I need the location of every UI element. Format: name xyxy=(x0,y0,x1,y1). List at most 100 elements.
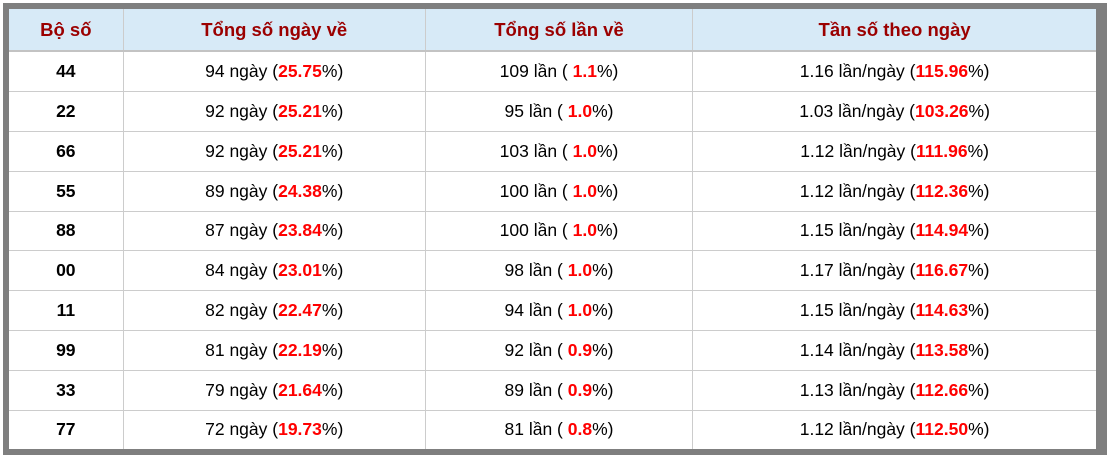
days-text: 92 ngày ( xyxy=(205,101,279,122)
times-percent: 0.9 xyxy=(567,379,593,400)
lottery-stats-table: Bộ số Tổng số ngày về Tổng số lần về Tần… xyxy=(9,9,1096,449)
table-row: 88 87 ngày (23.84%) 100 lần ( 1.0%) 1.15… xyxy=(9,211,1096,252)
days-percent: 23.01 xyxy=(278,260,322,281)
times-text: 100 lần ( xyxy=(499,220,573,241)
table-row: 55 89 ngày (24.38%) 100 lần ( 1.0%) 1.12… xyxy=(9,171,1096,212)
times-text: 94 lần ( xyxy=(504,300,568,320)
times-percent: 1.0 xyxy=(572,220,597,241)
days-suffix: %) xyxy=(321,339,344,360)
days-percent: 21.64 xyxy=(278,379,322,400)
frequency-percent: 112.50 xyxy=(915,419,969,440)
days-cell: 89 ngày (24.38%) xyxy=(123,171,426,212)
header-row: Bộ số Tổng số ngày về Tổng số lần về Tần… xyxy=(9,9,1096,52)
pair-cell: 55 xyxy=(9,171,124,212)
table-row: 77 72 ngày (19.73%) 81 lần ( 0.8%) 1.12 … xyxy=(9,410,1096,449)
frequency-cell: 1.03 lần/ngày (103.26%) xyxy=(692,91,1096,132)
days-suffix: %) xyxy=(321,419,344,440)
frequency-text: 1.12 lần/ngày ( xyxy=(800,140,916,161)
days-suffix: %) xyxy=(321,379,344,400)
frequency-text: 1.12 lần/ngày ( xyxy=(799,180,916,201)
frequency-suffix: %) xyxy=(968,339,990,360)
frequency-percent: 112.66 xyxy=(915,379,969,400)
frequency-percent: 114.63 xyxy=(915,300,969,320)
frequency-suffix: %) xyxy=(968,180,990,201)
frequency-cell: 1.15 lần/ngày (114.94%) xyxy=(692,211,1096,252)
frequency-text: 1.17 lần/ngày ( xyxy=(799,260,916,281)
frequency-text: 1.14 lần/ngày ( xyxy=(799,339,916,360)
frequency-text: 1.15 lần/ngày ( xyxy=(799,300,916,320)
frequency-suffix: %) xyxy=(967,140,989,161)
times-text: 100 lần ( xyxy=(499,180,573,201)
frequency-suffix: %) xyxy=(968,300,990,320)
days-percent: 25.21 xyxy=(278,140,322,161)
days-percent: 19.73 xyxy=(278,419,322,440)
days-cell: 82 ngày (22.47%) xyxy=(123,290,426,331)
times-text: 98 lần ( xyxy=(504,260,568,281)
times-suffix: %) xyxy=(596,61,619,82)
times-percent: 1.0 xyxy=(567,101,593,122)
times-text: 89 lần ( xyxy=(504,379,568,400)
pair-cell: 44 xyxy=(9,51,124,93)
times-cell: 100 lần ( 1.0%) xyxy=(425,211,694,252)
days-cell: 87 ngày (23.84%) xyxy=(123,211,426,252)
times-suffix: %) xyxy=(592,379,614,400)
times-cell: 92 lần ( 0.9%) xyxy=(425,330,694,371)
pair-cell: 88 xyxy=(9,211,124,252)
table-frame: Bộ số Tổng số ngày về Tổng số lần về Tần… xyxy=(3,3,1107,455)
days-suffix: %) xyxy=(321,101,344,122)
times-percent: 0.9 xyxy=(567,339,593,360)
frequency-suffix: %) xyxy=(968,260,990,281)
frequency-cell: 1.16 lần/ngày (115.96%) xyxy=(692,51,1096,93)
times-text: 109 lần ( xyxy=(499,61,573,82)
frequency-percent: 111.96 xyxy=(915,140,968,161)
days-percent: 22.47 xyxy=(278,300,322,320)
times-suffix: %) xyxy=(592,260,614,281)
times-percent: 1.0 xyxy=(567,260,593,281)
table-row: 00 84 ngày (23.01%) 98 lần ( 1.0%) 1.17 … xyxy=(9,250,1096,292)
days-percent: 24.38 xyxy=(278,180,322,201)
days-cell: 84 ngày (23.01%) xyxy=(123,250,426,292)
table-row: 44 94 ngày (25.75%) 109 lần ( 1.1%) 1.16… xyxy=(9,51,1096,93)
days-percent: 25.75 xyxy=(278,61,322,82)
times-percent: 1.1 xyxy=(572,61,597,82)
days-percent: 25.21 xyxy=(278,101,322,122)
frequency-text: 1.15 lần/ngày ( xyxy=(799,220,916,241)
days-text: 87 ngày ( xyxy=(205,220,279,241)
column-header-frequency: Tần số theo ngày xyxy=(692,9,1096,52)
times-suffix: %) xyxy=(592,419,614,440)
frequency-text: 1.12 lần/ngày ( xyxy=(799,419,916,440)
days-percent: 22.19 xyxy=(278,339,322,360)
times-cell: 109 lần ( 1.1%) xyxy=(425,51,694,93)
table-row: 99 81 ngày (22.19%) 92 lần ( 0.9%) 1.14 … xyxy=(9,330,1096,371)
pair-cell: 00 xyxy=(9,250,124,292)
frequency-cell: 1.13 lần/ngày (112.66%) xyxy=(692,370,1096,411)
frequency-suffix: %) xyxy=(968,419,990,440)
frequency-cell: 1.12 lần/ngày (112.36%) xyxy=(692,171,1096,212)
table-header: Bộ số Tổng số ngày về Tổng số lần về Tần… xyxy=(9,9,1096,52)
column-header-days: Tổng số ngày về xyxy=(123,9,426,52)
days-suffix: %) xyxy=(321,300,344,320)
times-cell: 89 lần ( 0.9%) xyxy=(425,370,694,411)
days-text: 89 ngày ( xyxy=(205,180,279,201)
frequency-suffix: %) xyxy=(968,101,990,122)
frequency-text: 1.16 lần/ngày ( xyxy=(799,61,916,82)
frequency-cell: 1.12 lần/ngày (111.96%) xyxy=(692,131,1096,172)
days-text: 79 ngày ( xyxy=(205,379,279,400)
days-suffix: %) xyxy=(321,140,344,161)
pair-cell: 77 xyxy=(9,410,124,449)
times-cell: 100 lần ( 1.0%) xyxy=(425,171,694,212)
times-cell: 95 lần ( 1.0%) xyxy=(425,91,694,132)
times-percent: 1.0 xyxy=(572,140,597,161)
days-text: 84 ngày ( xyxy=(205,260,279,281)
days-cell: 92 ngày (25.21%) xyxy=(123,131,426,172)
column-header-times: Tổng số lần về xyxy=(425,9,694,52)
times-suffix: %) xyxy=(596,220,619,241)
pair-cell: 99 xyxy=(9,330,124,371)
frequency-suffix: %) xyxy=(968,220,990,241)
days-cell: 94 ngày (25.75%) xyxy=(123,51,426,93)
days-text: 82 ngày ( xyxy=(205,300,279,320)
pair-cell: 11 xyxy=(9,290,124,331)
days-text: 94 ngày ( xyxy=(205,61,279,82)
days-percent: 23.84 xyxy=(278,220,322,241)
times-text: 92 lần ( xyxy=(504,339,568,360)
